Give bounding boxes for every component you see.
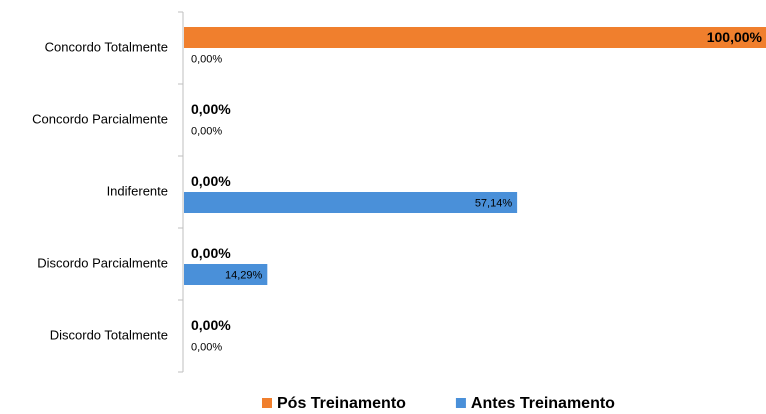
data-label: 0,00% <box>191 341 222 353</box>
y-tick-label: Discordo Parcialmente <box>37 255 168 270</box>
data-label: 0,00% <box>191 173 231 189</box>
y-tick-label: Concordo Totalmente <box>45 39 168 54</box>
data-label: 57,14% <box>475 197 513 209</box>
data-label: 0,00% <box>191 53 222 65</box>
legend-swatch <box>455 398 466 408</box>
y-tick-label: Discordo Totalmente <box>50 327 168 342</box>
bar <box>184 192 518 213</box>
data-label: 0,00% <box>191 245 231 261</box>
data-label: 0,00% <box>191 101 231 117</box>
bar <box>184 27 766 48</box>
data-label: 14,29% <box>225 269 263 281</box>
legend-label: Pós Treinamento <box>277 395 406 412</box>
legend-swatch <box>262 398 272 408</box>
data-label: 100,00% <box>707 29 763 45</box>
data-label: 0,00% <box>191 125 222 137</box>
data-label: 0,00% <box>191 317 231 333</box>
y-tick-label: Indiferente <box>107 183 168 198</box>
y-tick-label: Concordo Parcialmente <box>32 111 168 126</box>
legend-label: Antes Treinamento <box>471 395 615 412</box>
bar <box>184 264 268 285</box>
